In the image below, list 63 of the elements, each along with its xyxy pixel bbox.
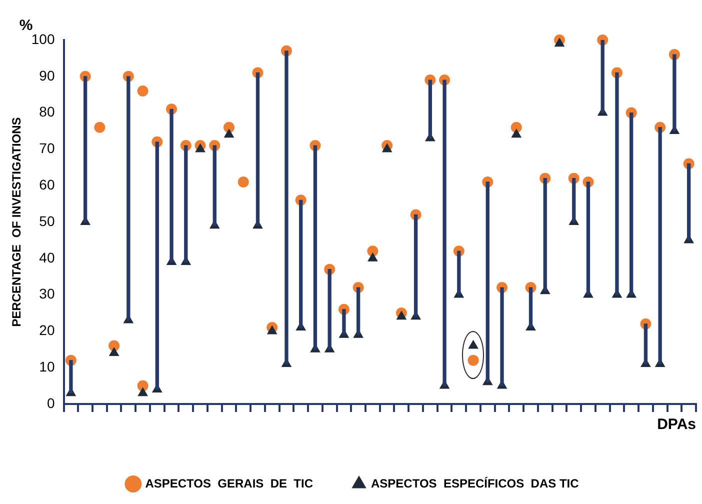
- bar: [528, 287, 533, 328]
- bar: [328, 268, 332, 350]
- y-tick-label: 40: [39, 249, 55, 266]
- bar: [500, 287, 504, 386]
- bar: [69, 360, 73, 394]
- bar: [615, 72, 619, 296]
- bar: [572, 178, 576, 222]
- bar: [414, 214, 418, 317]
- point: [94, 122, 106, 133]
- y-tick-label: 50: [39, 212, 55, 229]
- bar: [428, 80, 432, 139]
- bar: [457, 250, 461, 296]
- bar: [586, 182, 590, 296]
- bar: [170, 108, 174, 262]
- bar: [212, 145, 216, 226]
- point: [511, 128, 522, 138]
- y-tick-label: 10: [39, 358, 55, 374]
- y-tick-label: 60: [39, 176, 55, 192]
- point: [195, 143, 206, 152]
- bar: [313, 145, 318, 350]
- point: [108, 347, 120, 356]
- point: [468, 354, 479, 366]
- y-axis-title: PERCENTAGE OF INVESTIGATIONS: [10, 117, 24, 327]
- bar: [644, 324, 648, 364]
- bar: [299, 200, 303, 328]
- point: [367, 246, 378, 257]
- bar: [658, 127, 662, 364]
- point: [468, 340, 478, 349]
- y-tick-label: 20: [39, 322, 55, 338]
- bar: [686, 163, 691, 241]
- bar: [83, 76, 88, 222]
- bar: [342, 309, 346, 336]
- bar: [672, 54, 676, 132]
- x-axis-title: DPAs: [657, 416, 696, 434]
- point: [368, 252, 378, 262]
- point: [138, 387, 148, 396]
- y-tick-label: 100: [31, 30, 55, 47]
- point: [396, 310, 407, 320]
- bar: [543, 178, 547, 292]
- legend-label: ASPECTOS GERAIS DE TIC: [145, 476, 314, 490]
- bar: [486, 182, 490, 382]
- point: [224, 128, 234, 138]
- bar: [600, 40, 604, 114]
- point: [266, 325, 278, 334]
- point: [382, 143, 392, 152]
- point: [137, 85, 148, 96]
- y-tick-label: 90: [39, 67, 55, 84]
- y-tick-label: 80: [39, 104, 55, 120]
- bar: [630, 112, 634, 296]
- text: %: [19, 17, 33, 34]
- bar: [256, 72, 260, 226]
- y-tick-label: 0: [46, 394, 55, 411]
- y-tick-label: 70: [39, 140, 55, 156]
- bar: [184, 145, 188, 262]
- bar: [155, 142, 159, 390]
- bar: [284, 50, 288, 364]
- bar: [356, 287, 360, 336]
- bar: [126, 76, 130, 321]
- point: [238, 176, 249, 188]
- bar: [442, 80, 446, 386]
- point: [554, 38, 565, 47]
- y-tick-label: 30: [39, 286, 55, 302]
- legend-label: ASPECTOS ESPECÍFICOS DAS TIC: [370, 476, 580, 490]
